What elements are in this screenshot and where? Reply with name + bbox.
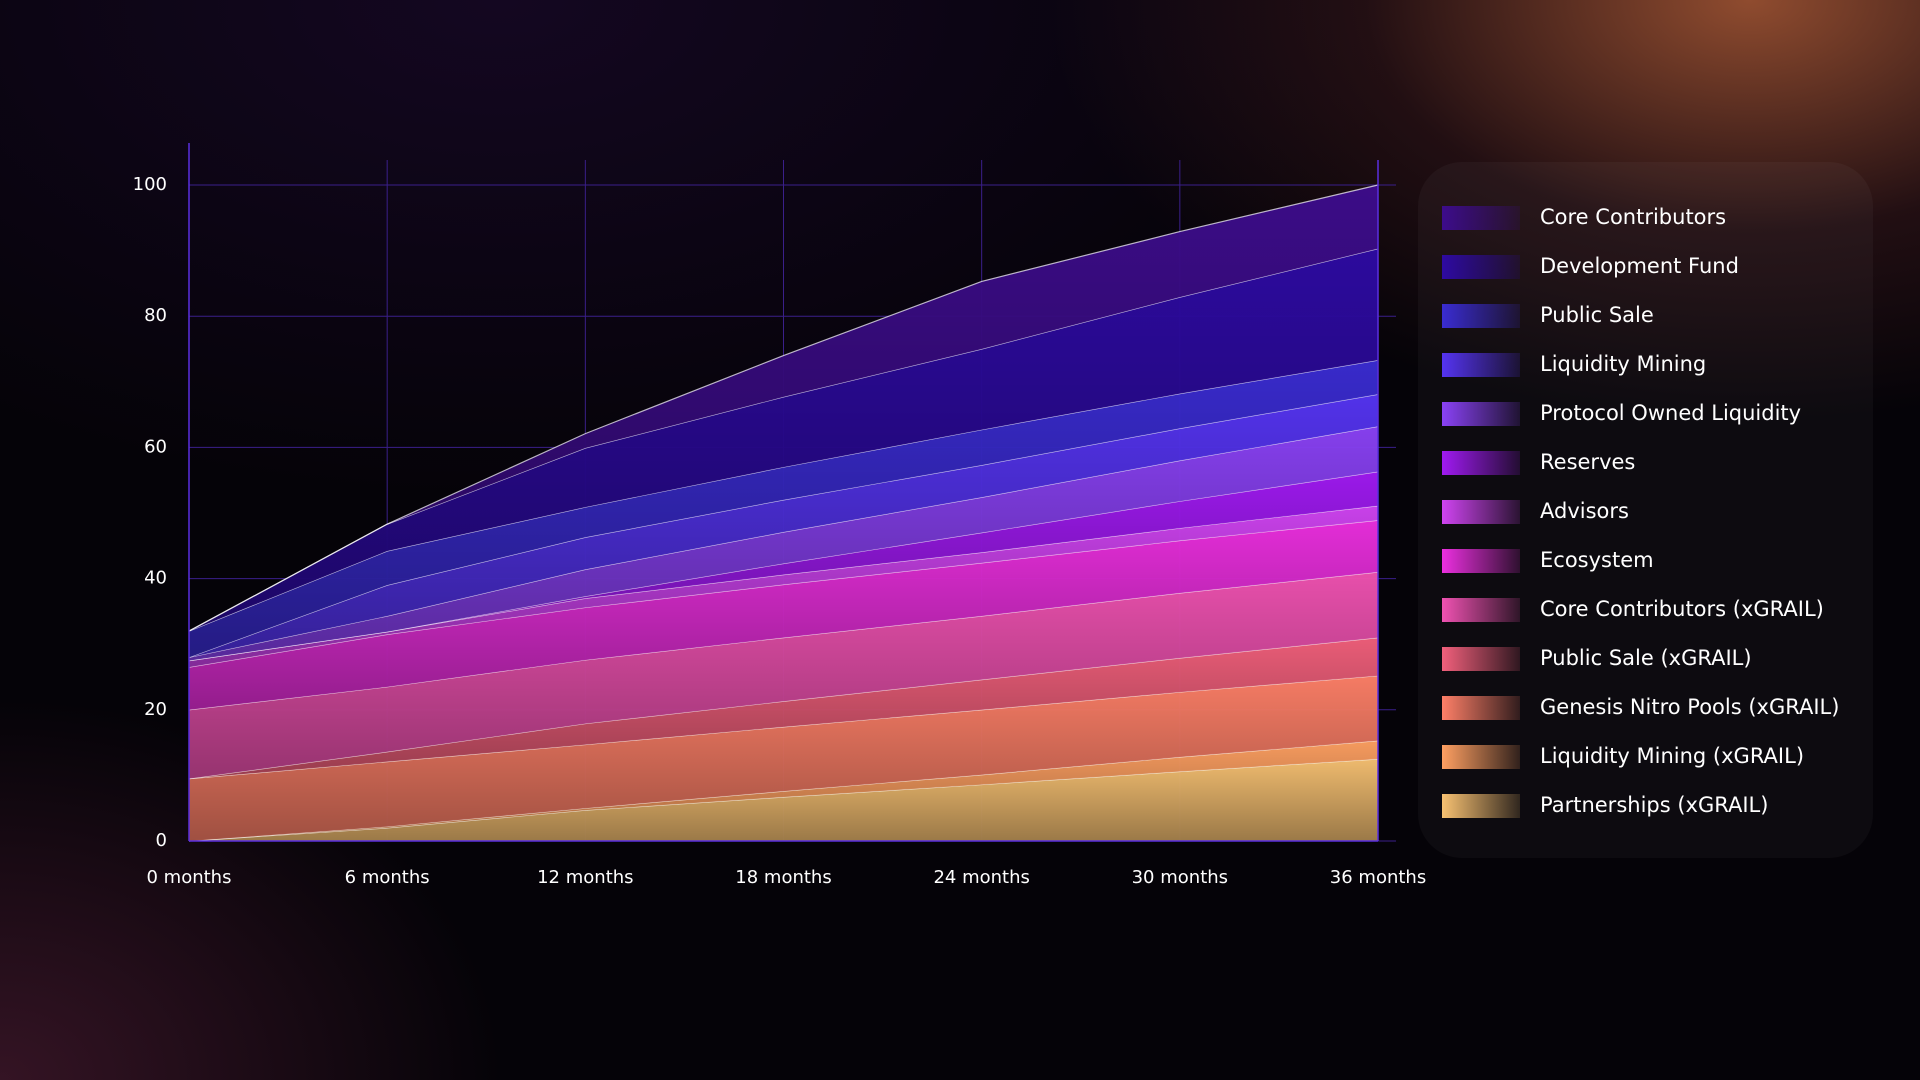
x-tick-label: 24 months <box>933 867 1029 888</box>
legend-label: Public Sale (xGRAIL) <box>1540 646 1752 670</box>
x-tick-label: 30 months <box>1132 867 1228 888</box>
legend-swatch <box>1442 696 1520 720</box>
legend-label: Core Contributors <box>1540 205 1726 229</box>
legend-swatch <box>1442 353 1520 377</box>
legend-label: Genesis Nitro Pools (xGRAIL) <box>1540 695 1839 719</box>
area-shade <box>189 471 1378 661</box>
area-shade <box>189 394 1378 658</box>
area-shade <box>189 637 1378 779</box>
area-edge <box>188 184 1379 632</box>
area-shade <box>189 426 1378 661</box>
area-shade <box>189 572 1378 779</box>
y-tick-label: 0 <box>156 830 167 851</box>
y-tick-label: 80 <box>144 305 167 326</box>
x-tick-label: 12 months <box>537 867 633 888</box>
legend-label: Advisors <box>1540 499 1629 523</box>
x-tick-label: 0 months <box>147 867 232 888</box>
legend-swatch <box>1442 794 1520 818</box>
legend-swatch <box>1442 549 1520 573</box>
legend-swatch <box>1442 451 1520 475</box>
legend-swatch <box>1442 647 1520 671</box>
area-shade <box>189 759 1378 841</box>
area-shade <box>189 675 1378 841</box>
legend-label: Liquidity Mining <box>1540 352 1706 376</box>
y-tick-label: 40 <box>144 568 167 589</box>
legend-swatch <box>1442 206 1520 230</box>
x-tick-label: 18 months <box>735 867 831 888</box>
area-shade <box>189 360 1378 658</box>
x-tick-label: 36 months <box>1330 867 1426 888</box>
legend-label: Partnerships (xGRAIL) <box>1540 793 1768 817</box>
y-tick-label: 20 <box>144 699 167 720</box>
area-shade <box>189 505 1378 668</box>
area-shade <box>189 185 1378 632</box>
legend-label: Development Fund <box>1540 254 1739 278</box>
legend-swatch <box>1442 304 1520 328</box>
legend-swatch <box>1442 255 1520 279</box>
legend-swatch <box>1442 598 1520 622</box>
legend-label: Reserves <box>1540 450 1635 474</box>
legend-label: Liquidity Mining (xGRAIL) <box>1540 744 1804 768</box>
legend-label: Protocol Owned Liquidity <box>1540 401 1801 425</box>
legend-swatch <box>1442 402 1520 426</box>
x-tick-label: 6 months <box>345 867 430 888</box>
legend-label: Public Sale <box>1540 303 1654 327</box>
legend-swatch <box>1442 745 1520 769</box>
y-tick-label: 60 <box>144 436 167 457</box>
legend-label: Ecosystem <box>1540 548 1654 572</box>
area-shade <box>189 248 1378 632</box>
legend-swatch <box>1442 500 1520 524</box>
legend-label: Core Contributors (xGRAIL) <box>1540 597 1824 621</box>
area-shade <box>189 520 1378 710</box>
y-tick-label: 100 <box>133 174 167 195</box>
